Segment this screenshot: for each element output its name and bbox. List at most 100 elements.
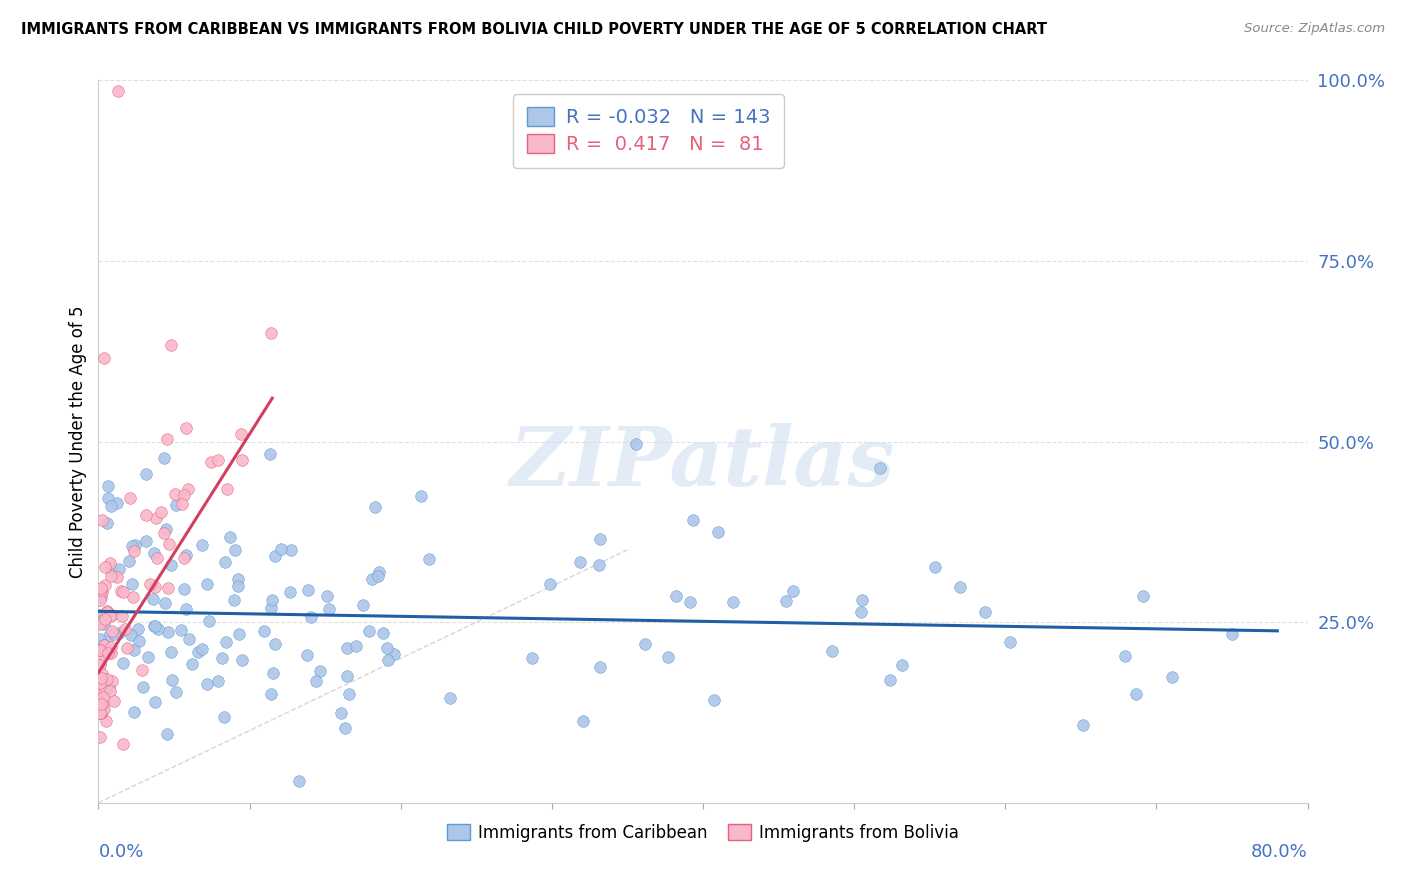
Point <box>299 610 322 624</box>
Point <box>1114 649 1136 664</box>
Point <box>344 639 367 653</box>
Point <box>1132 589 1154 603</box>
Point <box>336 640 359 655</box>
Point <box>215 634 238 648</box>
Point <box>105 496 128 510</box>
Point <box>879 673 901 687</box>
Point <box>359 624 381 639</box>
Point <box>112 656 135 670</box>
Point <box>93 696 115 710</box>
Point <box>108 562 131 576</box>
Point <box>214 555 236 569</box>
Point <box>156 581 179 595</box>
Point <box>143 695 166 709</box>
Point <box>160 558 183 572</box>
Point <box>93 616 115 631</box>
Point <box>97 646 120 660</box>
Point <box>156 727 179 741</box>
Point <box>100 607 122 622</box>
Point <box>94 578 117 592</box>
Point <box>330 706 353 721</box>
Legend: Immigrants from Caribbean, Immigrants from Bolivia: Immigrants from Caribbean, Immigrants fr… <box>440 817 966 848</box>
Point <box>121 577 143 591</box>
Point <box>173 551 195 566</box>
Point <box>155 596 177 610</box>
Point <box>176 601 198 615</box>
Point <box>89 632 111 647</box>
Point <box>93 701 115 715</box>
Point <box>215 482 238 496</box>
Point <box>375 640 398 655</box>
Point <box>974 605 997 619</box>
Point <box>100 640 122 654</box>
Point <box>336 669 359 683</box>
Point <box>821 643 844 657</box>
Point <box>135 467 157 481</box>
Point <box>851 593 873 607</box>
Point <box>94 560 117 574</box>
Text: Source: ZipAtlas.com: Source: ZipAtlas.com <box>1244 22 1385 36</box>
Point <box>89 642 111 657</box>
Point <box>91 705 114 719</box>
Point <box>703 693 725 707</box>
Point <box>89 593 111 607</box>
Point <box>1220 627 1243 641</box>
Point <box>127 622 149 636</box>
Point <box>121 590 143 604</box>
Point <box>112 585 135 599</box>
Point <box>120 491 142 506</box>
Point <box>1161 669 1184 683</box>
Point <box>98 556 121 570</box>
Point <box>589 532 612 546</box>
Point <box>115 641 138 656</box>
Point <box>195 677 218 691</box>
Point <box>93 351 115 366</box>
Point <box>100 499 122 513</box>
Point <box>97 491 120 505</box>
Point <box>262 665 284 680</box>
Point <box>89 706 111 721</box>
Point <box>891 657 914 672</box>
Text: ZIPatlas: ZIPatlas <box>510 423 896 503</box>
Point <box>98 609 121 624</box>
Point <box>219 530 242 544</box>
Point <box>136 650 159 665</box>
Point <box>191 642 214 657</box>
Point <box>260 326 283 340</box>
Text: IMMIGRANTS FROM CARIBBEAN VS IMMIGRANTS FROM BOLIVIA CHILD POVERTY UNDER THE AGE: IMMIGRANTS FROM CARIBBEAN VS IMMIGRANTS … <box>21 22 1047 37</box>
Point <box>295 648 318 663</box>
Point <box>90 582 112 597</box>
Point <box>160 338 183 352</box>
Point <box>124 538 146 552</box>
Point <box>114 622 136 636</box>
Point <box>174 421 197 435</box>
Point <box>100 569 122 583</box>
Point <box>682 512 704 526</box>
Point <box>212 710 235 724</box>
Point <box>96 604 118 618</box>
Point <box>316 589 339 603</box>
Point <box>90 706 112 720</box>
Point <box>96 714 118 729</box>
Point <box>657 650 679 665</box>
Point <box>105 570 128 584</box>
Point <box>924 560 946 574</box>
Point <box>135 508 157 522</box>
Point <box>89 657 111 672</box>
Point <box>160 645 183 659</box>
Point <box>361 572 384 586</box>
Point <box>103 627 125 641</box>
Point <box>439 691 461 706</box>
Point <box>197 615 219 629</box>
Point <box>153 525 176 540</box>
Point <box>103 693 125 707</box>
Point <box>132 680 155 694</box>
Point <box>382 647 405 661</box>
Point <box>93 639 115 653</box>
Text: 80.0%: 80.0% <box>1251 843 1308 861</box>
Point <box>118 553 141 567</box>
Point <box>97 479 120 493</box>
Point <box>177 482 200 496</box>
Point <box>107 84 129 98</box>
Point <box>111 608 134 623</box>
